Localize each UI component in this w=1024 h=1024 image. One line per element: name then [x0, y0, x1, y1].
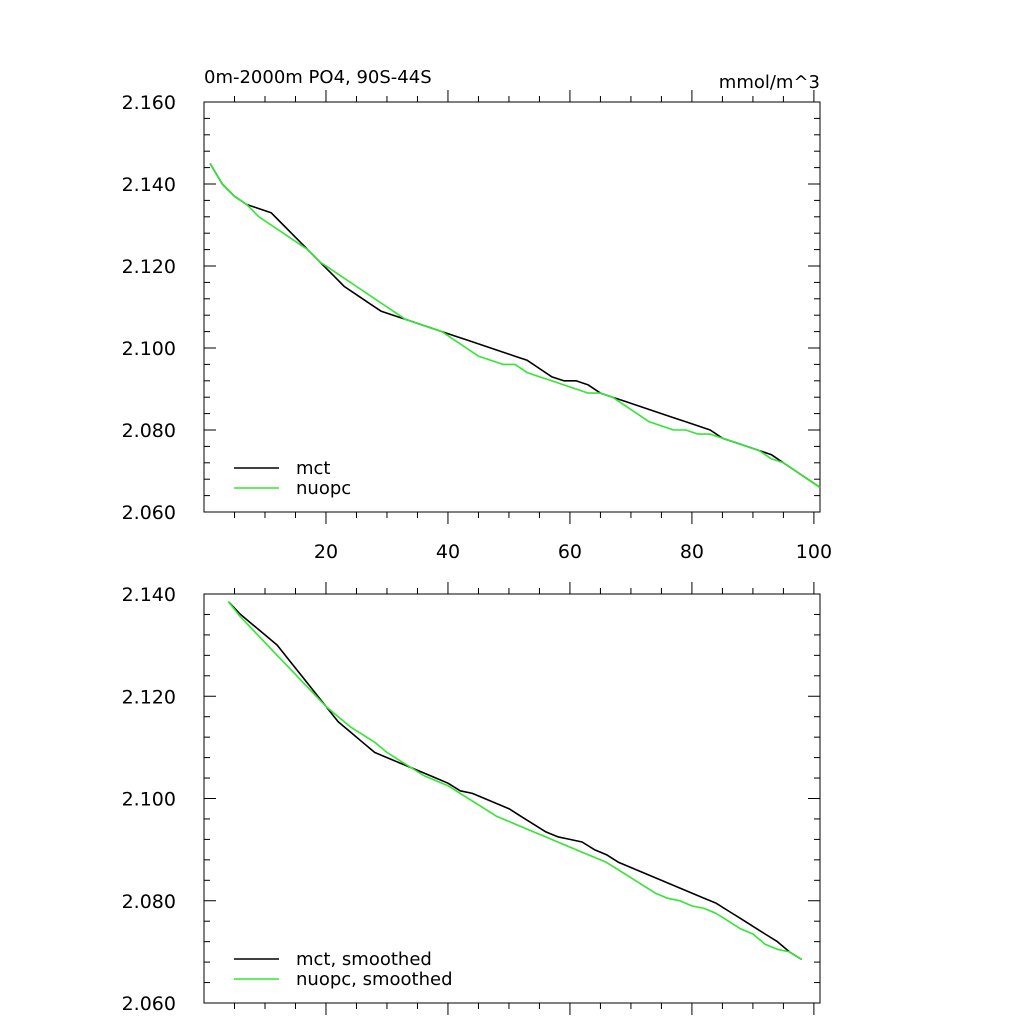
units-label: mmol/m^3	[719, 72, 820, 93]
series-line-mct-smoothed	[227, 601, 803, 961]
legend-label: mct	[296, 458, 331, 479]
y-tick-label: 2.160	[122, 92, 176, 114]
y-tick-label: 2.060	[122, 993, 176, 1015]
chart-title: 0m-2000m PO4, 90S-44S	[204, 67, 432, 88]
plot-frame	[203, 593, 821, 1004]
y-tick-label: 2.100	[122, 338, 176, 360]
x-tick-label: 60	[558, 541, 582, 563]
y-tick-label: 2.080	[122, 420, 176, 442]
x-tick-label: 100	[796, 541, 832, 563]
x-tick-label: 20	[314, 541, 338, 563]
y-tick-label: 2.120	[122, 256, 176, 278]
panel-1: 2.060 2.080 2.100 2.120 2.140 2.160 20 40 60 80 10…	[122, 67, 832, 563]
legend-label: mct, smoothed	[296, 949, 432, 970]
panel-2: 2.060 2.080 2.100 2.120 2.140 mct, smoothednu…	[122, 582, 821, 1015]
y-tick-label: 2.060	[122, 502, 176, 524]
y-tick-label: 2.140	[122, 584, 176, 606]
series-line-nuopc-smoothed	[227, 601, 803, 961]
y-tick-label: 2.120	[122, 686, 176, 708]
series-line-mct	[209, 163, 821, 489]
x-tick-label: 80	[680, 541, 704, 563]
plot-frame	[203, 101, 821, 513]
y-tick-label: 2.140	[122, 174, 176, 196]
series-line-nuopc	[209, 163, 821, 489]
y-tick-label: 2.100	[122, 789, 176, 811]
x-tick-label: 40	[436, 541, 460, 563]
legend-label: nuopc	[296, 478, 351, 499]
y-tick-label: 2.080	[122, 891, 176, 913]
legend-label: nuopc, smoothed	[296, 969, 453, 990]
